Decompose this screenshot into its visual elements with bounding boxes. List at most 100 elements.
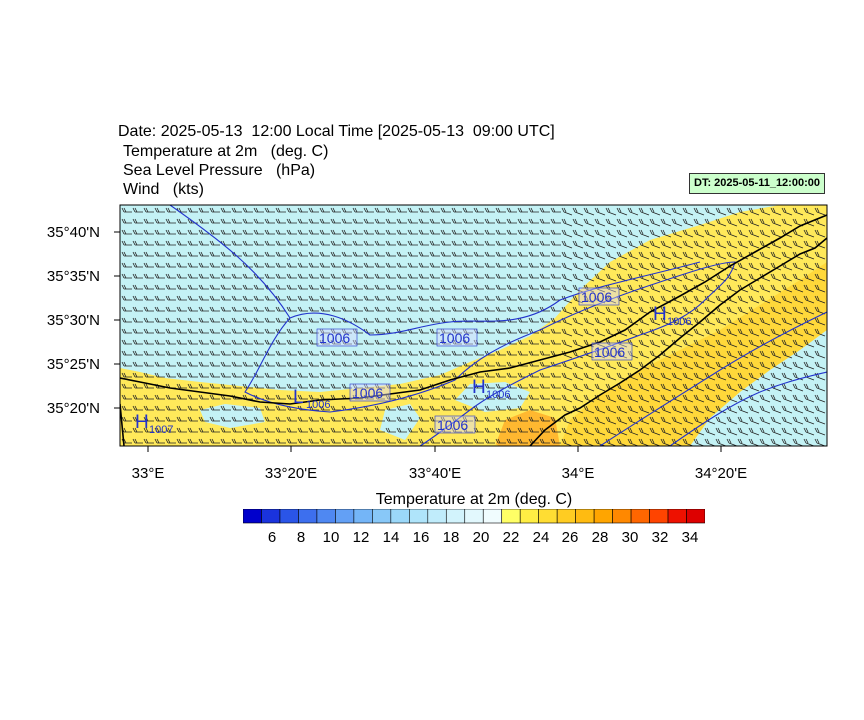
wind-barb bbox=[407, 218, 418, 224]
wind-barb bbox=[671, 207, 683, 216]
wind-barb bbox=[198, 229, 209, 235]
wind-barb bbox=[605, 240, 617, 249]
wind-barb bbox=[143, 394, 154, 400]
wind-barb bbox=[759, 284, 771, 293]
wind-barb bbox=[418, 251, 429, 257]
lat-label: 35°20'N bbox=[46, 400, 100, 417]
wind-barb bbox=[341, 229, 352, 235]
wind-barb bbox=[704, 229, 716, 238]
wind-barb bbox=[143, 317, 154, 323]
wind-barb bbox=[649, 317, 661, 326]
wind-barb bbox=[715, 295, 727, 304]
wind-barb bbox=[286, 383, 297, 389]
wind-barb bbox=[198, 427, 209, 433]
colorbar-swatch bbox=[593, 509, 613, 524]
wind-barb bbox=[330, 438, 341, 444]
wind-barb bbox=[407, 427, 418, 433]
wind-barb bbox=[770, 218, 782, 227]
wind-barb bbox=[539, 295, 550, 301]
wind-barb bbox=[187, 361, 198, 367]
wind-barb bbox=[528, 251, 539, 257]
wind-barb bbox=[429, 295, 440, 301]
colorbar-swatch bbox=[482, 509, 503, 524]
wind-barb bbox=[220, 350, 231, 356]
wind-barb bbox=[440, 229, 451, 235]
colorbar-swatch bbox=[261, 509, 281, 524]
wind-barb bbox=[220, 383, 231, 389]
wind-barb bbox=[407, 350, 418, 356]
wind-barb bbox=[506, 240, 517, 246]
colorbar-swatch bbox=[372, 509, 392, 524]
wind-barb bbox=[594, 240, 606, 249]
wind-barb bbox=[198, 350, 209, 356]
wind-barb bbox=[451, 383, 462, 389]
wind-barb bbox=[330, 339, 341, 345]
wind-barb bbox=[737, 383, 749, 392]
wind-barb bbox=[264, 240, 275, 246]
wind-barb bbox=[616, 218, 628, 227]
wind-barb bbox=[539, 240, 550, 246]
wind-barb bbox=[616, 284, 628, 293]
wind-barb bbox=[396, 240, 407, 246]
wind-barb bbox=[495, 372, 506, 378]
wind-barb bbox=[704, 240, 716, 249]
wind-barb bbox=[143, 262, 154, 268]
wind-barb bbox=[176, 251, 187, 257]
wind-barb bbox=[220, 372, 231, 378]
wind-barb bbox=[176, 262, 187, 268]
wind-barb bbox=[165, 361, 176, 367]
wind-barb bbox=[737, 405, 749, 414]
wind-barb bbox=[528, 394, 539, 400]
wind-barb bbox=[121, 262, 132, 268]
wind-barb bbox=[352, 295, 363, 301]
colorbar-swatch bbox=[630, 509, 650, 524]
wind-barb bbox=[154, 207, 165, 213]
wind-barb bbox=[726, 372, 738, 381]
wind-barb bbox=[418, 328, 429, 334]
wind-barb bbox=[616, 251, 628, 260]
wind-barb bbox=[385, 207, 396, 213]
wind-barb bbox=[121, 350, 132, 356]
wind-barb bbox=[253, 438, 264, 444]
wind-barb bbox=[308, 317, 319, 323]
map-ticks bbox=[114, 231, 722, 452]
wind-barb bbox=[385, 438, 396, 444]
wind-barb bbox=[715, 251, 727, 260]
wind-barb bbox=[253, 405, 264, 411]
wind-barb bbox=[748, 416, 760, 425]
wind-barb bbox=[143, 284, 154, 290]
wind-barb bbox=[462, 295, 473, 301]
wind-barb bbox=[209, 262, 220, 268]
wind-barb bbox=[396, 372, 407, 378]
wind-barb bbox=[627, 405, 639, 414]
wind-barb bbox=[583, 416, 595, 425]
wind-barb bbox=[748, 273, 760, 282]
wind-barb bbox=[682, 361, 694, 370]
wind-barb bbox=[506, 394, 517, 400]
wind-barb bbox=[528, 383, 539, 389]
wind-barb bbox=[143, 240, 154, 246]
wind-barb bbox=[726, 350, 738, 359]
wind-barb bbox=[132, 306, 143, 312]
wind-barb bbox=[341, 361, 352, 367]
wind-barb bbox=[286, 416, 297, 422]
wind-barb bbox=[484, 262, 495, 268]
wind-barb bbox=[781, 372, 793, 381]
wind-barb bbox=[429, 317, 440, 323]
wind-barb bbox=[770, 416, 782, 425]
wind-barb bbox=[407, 262, 418, 268]
wind-barb bbox=[539, 317, 550, 323]
wind-barb bbox=[473, 262, 484, 268]
wind-barb bbox=[451, 427, 462, 433]
wind-barb bbox=[396, 350, 407, 356]
wind-barb bbox=[187, 372, 198, 378]
wind-barb bbox=[242, 306, 253, 312]
colorbar-swatch bbox=[335, 509, 355, 524]
wind-barb bbox=[649, 394, 661, 403]
wind-barb bbox=[429, 405, 440, 411]
wind-barb bbox=[330, 416, 341, 422]
wind-barb bbox=[418, 361, 429, 367]
wind-barb bbox=[253, 207, 264, 213]
wind-barb bbox=[341, 207, 352, 213]
wind-barb bbox=[330, 229, 341, 235]
